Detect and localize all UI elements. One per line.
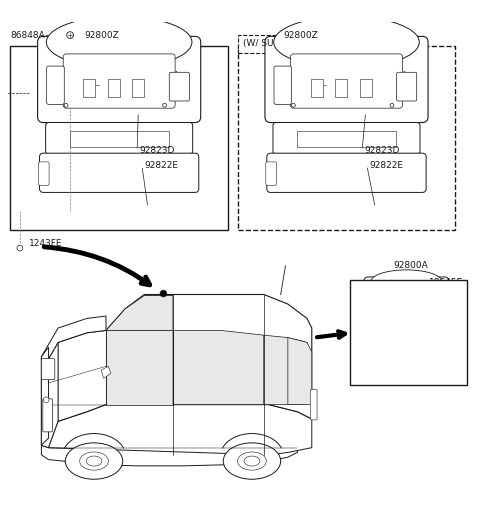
FancyBboxPatch shape [265,37,428,123]
Text: 92800Z: 92800Z [283,31,318,40]
FancyBboxPatch shape [366,323,446,345]
Polygon shape [173,330,264,405]
FancyBboxPatch shape [267,153,426,193]
Bar [311,79,323,97]
FancyBboxPatch shape [311,389,317,420]
FancyBboxPatch shape [46,123,192,154]
Ellipse shape [65,443,123,479]
Text: 86848A: 86848A [10,31,45,40]
Text: 92800Z: 92800Z [84,31,119,40]
Circle shape [382,315,385,319]
Bar [360,79,372,97]
FancyBboxPatch shape [364,277,449,326]
Text: 18643K: 18643K [144,71,179,80]
FancyBboxPatch shape [37,37,201,123]
Bar [238,45,456,230]
FancyBboxPatch shape [38,162,49,185]
Circle shape [43,397,49,402]
Circle shape [160,290,167,297]
Ellipse shape [86,456,102,466]
Text: 1243FE: 1243FE [28,239,62,248]
Ellipse shape [223,443,281,479]
Ellipse shape [238,452,266,470]
FancyBboxPatch shape [366,90,389,104]
Bar [108,79,120,97]
Polygon shape [41,347,48,445]
Bar [132,79,144,97]
Polygon shape [106,295,173,330]
Circle shape [17,245,23,251]
Text: 18643K: 18643K [372,71,406,80]
FancyBboxPatch shape [41,359,55,379]
Circle shape [67,32,73,39]
Ellipse shape [274,16,419,68]
FancyBboxPatch shape [273,123,420,154]
Bar [10,45,228,230]
Ellipse shape [91,75,99,79]
Bar [335,79,347,97]
Polygon shape [41,316,106,371]
Text: 18645E: 18645E [429,278,463,287]
Polygon shape [58,294,312,421]
Text: 92800A: 92800A [393,262,428,270]
Polygon shape [106,330,173,405]
Bar [297,130,396,147]
Text: 18643K: 18643K [372,87,406,96]
FancyBboxPatch shape [274,66,292,104]
FancyBboxPatch shape [47,66,64,104]
Polygon shape [101,366,111,378]
Circle shape [64,103,68,107]
FancyBboxPatch shape [396,72,417,101]
Ellipse shape [244,456,260,466]
Bar [350,280,468,385]
Text: 18643K: 18643K [144,87,179,96]
FancyBboxPatch shape [43,399,52,432]
Ellipse shape [319,75,326,79]
Polygon shape [48,405,312,455]
Circle shape [423,315,427,319]
FancyBboxPatch shape [266,162,276,185]
Text: 92836: 92836 [422,336,451,345]
Polygon shape [264,335,307,405]
Ellipse shape [371,270,442,293]
Bar [84,79,96,97]
Text: 92822E: 92822E [144,161,178,170]
Polygon shape [41,445,298,466]
Text: (W/ SUNROOF): (W/ SUNROOF) [243,39,310,48]
Polygon shape [41,330,106,448]
FancyBboxPatch shape [169,72,190,101]
Bar [319,77,326,85]
Circle shape [163,103,167,107]
Bar [91,77,99,85]
Ellipse shape [47,16,192,68]
Text: 92823D: 92823D [140,146,175,156]
Circle shape [291,103,295,107]
Text: 92822E: 92822E [369,161,403,170]
Ellipse shape [360,295,366,299]
Polygon shape [288,338,312,405]
Bar [360,297,366,303]
FancyBboxPatch shape [290,54,402,108]
Bar [70,130,168,147]
FancyBboxPatch shape [39,153,199,193]
Ellipse shape [80,452,108,470]
FancyBboxPatch shape [139,90,162,104]
FancyBboxPatch shape [63,54,175,108]
Text: 92823D: 92823D [364,146,400,156]
Circle shape [390,103,394,107]
Bar [238,34,360,53]
